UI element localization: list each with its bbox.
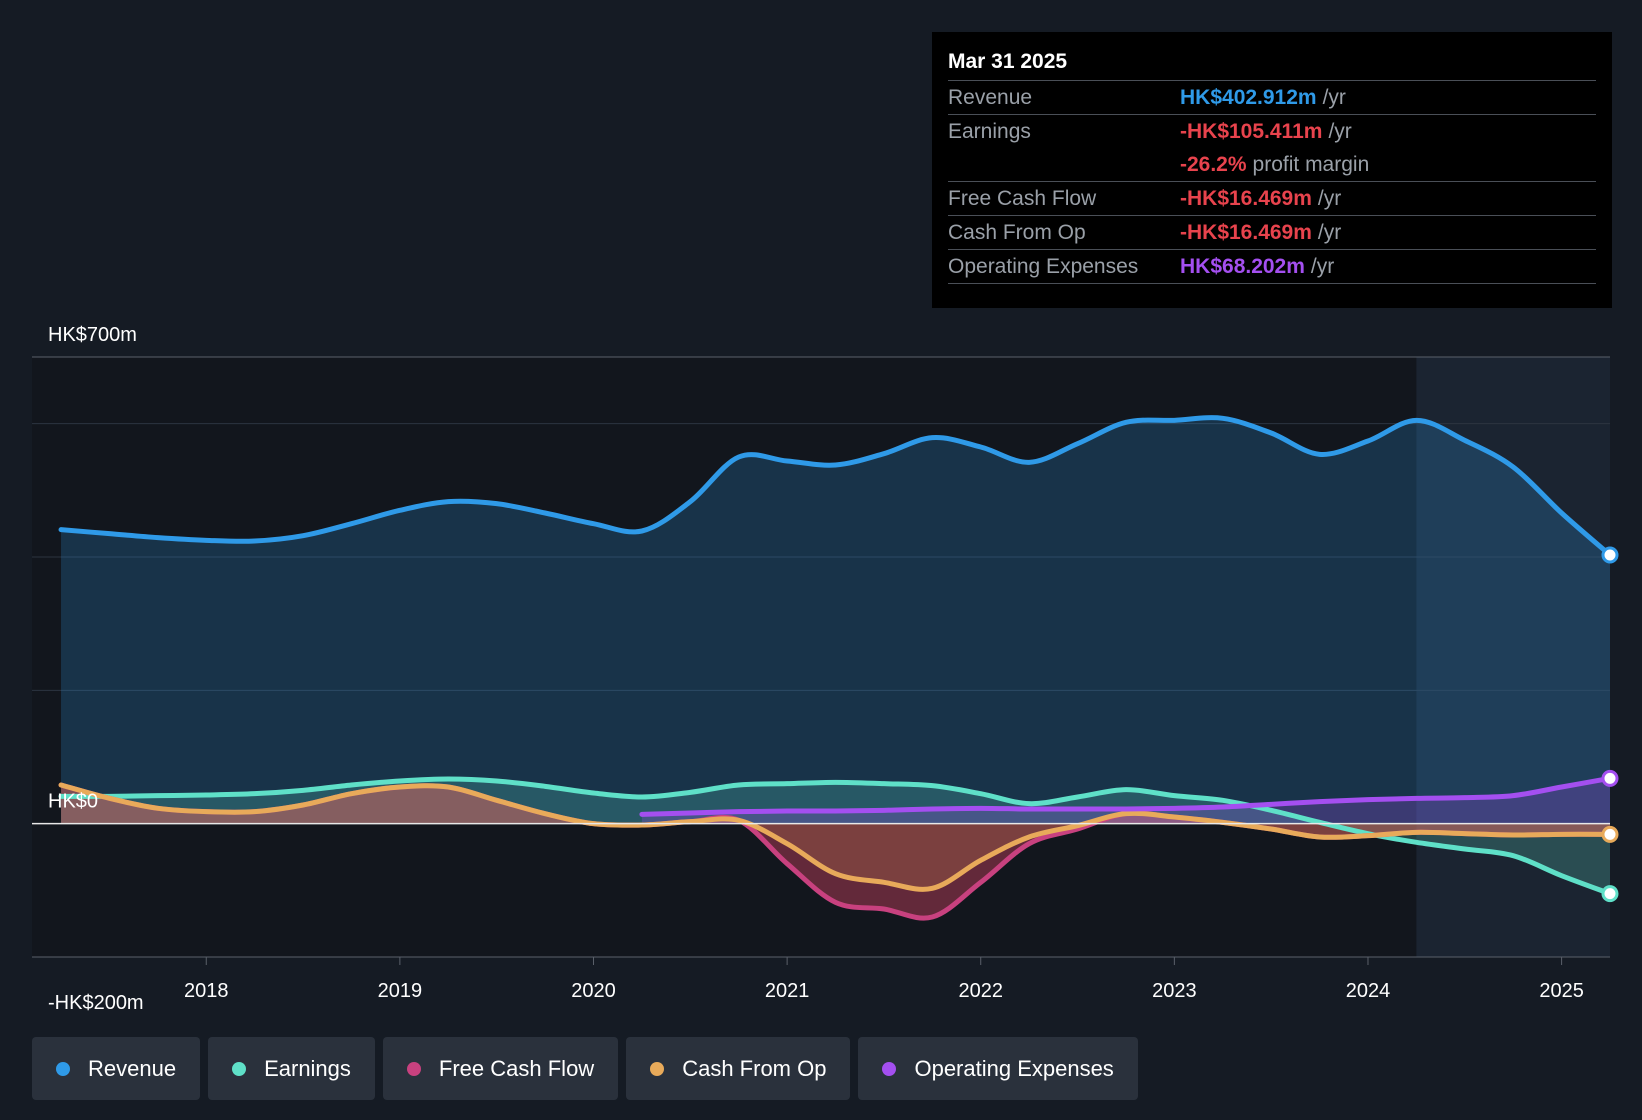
legend-item-revenue[interactable]: Revenue <box>32 1037 201 1100</box>
series-endpoints <box>1601 546 1619 903</box>
y-axis-label-bottom: -HK$200m <box>48 992 144 1014</box>
tooltip-value: -26.2% <box>1180 153 1247 176</box>
y-axis-label-top: HK$700m <box>48 324 137 346</box>
tooltip-label: Cash From Op <box>948 221 1086 244</box>
y-axis-label-zero: HK$0 <box>48 791 98 813</box>
tooltip-value: HK$68.202m <box>1180 255 1305 278</box>
earnings-endpoint[interactable] <box>1601 885 1619 903</box>
operating-expenses-line <box>639 775 1613 817</box>
cash-from-op-line <box>58 782 1613 892</box>
tooltip-unit: /yr <box>1317 187 1342 210</box>
tooltip-unit: /yr <box>1322 86 1346 109</box>
free-cash-flow-dot-icon <box>406 1061 421 1076</box>
x-tick-label: 2021 <box>765 980 810 1002</box>
revenue-endpoint[interactable] <box>1601 546 1619 564</box>
revenue-dot-icon <box>56 1061 70 1076</box>
tooltip-label: Free Cash Flow <box>948 187 1097 210</box>
tooltip-label: Operating Expenses <box>948 255 1139 278</box>
x-tick-label: 2023 <box>1152 980 1197 1002</box>
legend-label: Free Cash Flow <box>438 1055 595 1081</box>
tooltip-label: Earnings <box>948 120 1031 143</box>
earnings-line <box>58 776 1613 897</box>
legend-label: Cash From Op <box>682 1055 827 1081</box>
legend-label: Earnings <box>264 1055 351 1081</box>
tooltip-value: HK$402.912m <box>1180 86 1317 109</box>
x-tick-label: 2025 <box>1539 980 1584 1002</box>
tooltip-date: Mar 31 2025 <box>948 46 1596 81</box>
operating-expenses-dot-icon <box>882 1061 897 1076</box>
tooltip-row-free-cash-flow: Free Cash Flow -HK$16.469m /yr <box>948 182 1596 216</box>
legend-label: Operating Expenses <box>914 1055 1114 1081</box>
tooltip-row-profit-margin: -26.2% profit margin <box>948 148 1596 182</box>
tooltip-unit: /yr <box>1317 221 1342 244</box>
series-lines <box>32 415 1613 921</box>
free-cash-flow-area <box>61 785 1610 919</box>
legend-label: Revenue <box>88 1055 177 1081</box>
operating-expenses-endpoint[interactable] <box>1601 769 1619 787</box>
cash-from-op-endpoint[interactable] <box>1601 825 1619 843</box>
x-tick-label: 2024 <box>1346 980 1391 1002</box>
tooltip-row-operating-expenses: Operating Expenses HK$68.202m /yr <box>948 250 1596 284</box>
tooltip-value: -HK$16.469m <box>1180 187 1312 210</box>
x-tick-label: 2018 <box>184 980 229 1002</box>
cash-from-op-area <box>61 785 1610 890</box>
tooltip-row-earnings: Earnings -HK$105.411m /yr <box>948 115 1596 148</box>
x-tick-label: 2020 <box>571 980 616 1002</box>
revenue-area <box>61 417 1610 824</box>
tooltip: Mar 31 2025 Revenue HK$402.912m /yr Earn… <box>932 32 1612 308</box>
tooltip-row-cash-from-op: Cash From Op -HK$16.469m /yr <box>948 216 1596 250</box>
tooltip-unit: /yr <box>1328 120 1352 143</box>
x-axis: 2018 2019 2020 2021 2022 2023 2024 2025 <box>184 957 1584 1002</box>
legend: Revenue Earnings Free Cash Flow Cash Fro… <box>32 1037 1138 1100</box>
tooltip-value: -HK$105.411m <box>1180 120 1323 143</box>
earnings-dot-icon <box>232 1061 247 1076</box>
revenue-line <box>58 415 1613 558</box>
x-tick-label: 2019 <box>378 980 423 1002</box>
plot-background <box>32 357 1610 957</box>
cash-from-op-dot-icon <box>650 1061 665 1076</box>
legend-item-operating-expenses[interactable]: Operating Expenses <box>858 1037 1138 1100</box>
tooltip-label <box>948 148 1180 181</box>
legend-item-cash-from-op[interactable]: Cash From Op <box>626 1037 851 1100</box>
x-tick-label: 2022 <box>958 980 1003 1002</box>
gridlines <box>32 356 1610 958</box>
legend-item-free-cash-flow[interactable]: Free Cash Flow <box>382 1037 619 1100</box>
tooltip-label: Revenue <box>948 86 1033 109</box>
tooltip-value: -HK$16.469m <box>1180 221 1312 244</box>
tooltip-row-revenue: Revenue HK$402.912m /yr <box>948 81 1596 115</box>
tooltip-unit: profit margin <box>1252 153 1370 176</box>
tooltip-unit: /yr <box>1310 255 1335 278</box>
legend-item-earnings[interactable]: Earnings <box>208 1037 375 1100</box>
